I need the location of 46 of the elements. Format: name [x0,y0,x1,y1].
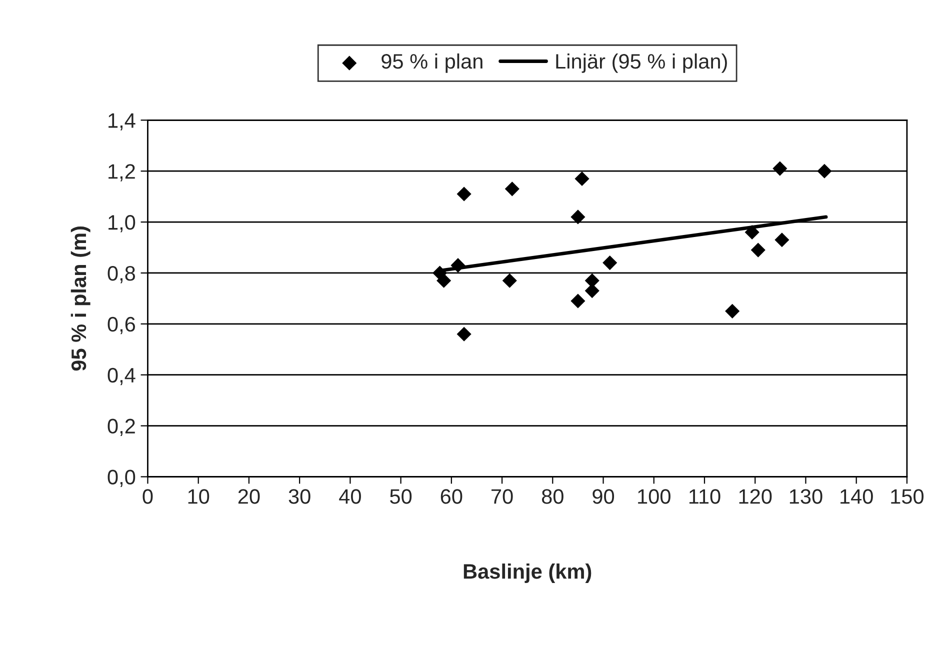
x-tick-label: 10 [188,489,210,504]
x-axis-title: Baslinje (km) [464,564,592,583]
x-tick-label: 130 [790,489,822,504]
x-tick-label: 100 [638,489,670,504]
point [502,273,517,288]
x-tick-label: 40 [339,489,361,504]
y-tick-label: 0,8 [108,266,136,284]
x-tick-label: 80 [542,489,564,504]
x-tick-label: 20 [238,489,260,504]
point [574,171,590,186]
y-tick-label: 0,2 [108,418,135,436]
point [456,326,472,342]
y-tick-label: 1,2 [108,164,135,182]
point [750,242,766,258]
x-tick-label: 140 [840,489,873,504]
point [602,256,618,270]
x-tick-label: 90 [592,489,614,504]
x-tick-label: 60 [440,489,462,504]
point [450,258,466,273]
x-tick-label: 50 [390,489,412,504]
point [817,164,832,178]
point [504,182,520,196]
y-tick-label: 0,6 [108,316,136,334]
point [772,161,788,176]
point [774,232,790,248]
x-tick-label: 0 [142,489,153,504]
point [584,273,600,288]
y-tick-label: 1,0 [108,215,136,232]
point [456,186,472,202]
point [570,294,586,308]
x-tick-label: 70 [492,489,513,504]
point [570,210,586,224]
point [584,284,600,298]
y-tick-label: 0,0 [108,470,136,487]
y-tick-label: 1,4 [108,113,136,130]
x-tick-label: 110 [689,489,720,504]
x-tick-label: 150 [891,489,924,504]
point [744,224,760,240]
y-axis-title: 95 % i plan (m) [70,226,90,371]
y-tick-label: 0,4 [108,368,136,386]
legend-label: 95 % i plan [382,53,482,73]
legend-label: Linjär (95 % i plan) [556,53,727,73]
point [725,304,740,318]
point [436,273,452,288]
x-tick-label: 30 [288,489,310,504]
x-tick-label: 120 [739,489,772,504]
